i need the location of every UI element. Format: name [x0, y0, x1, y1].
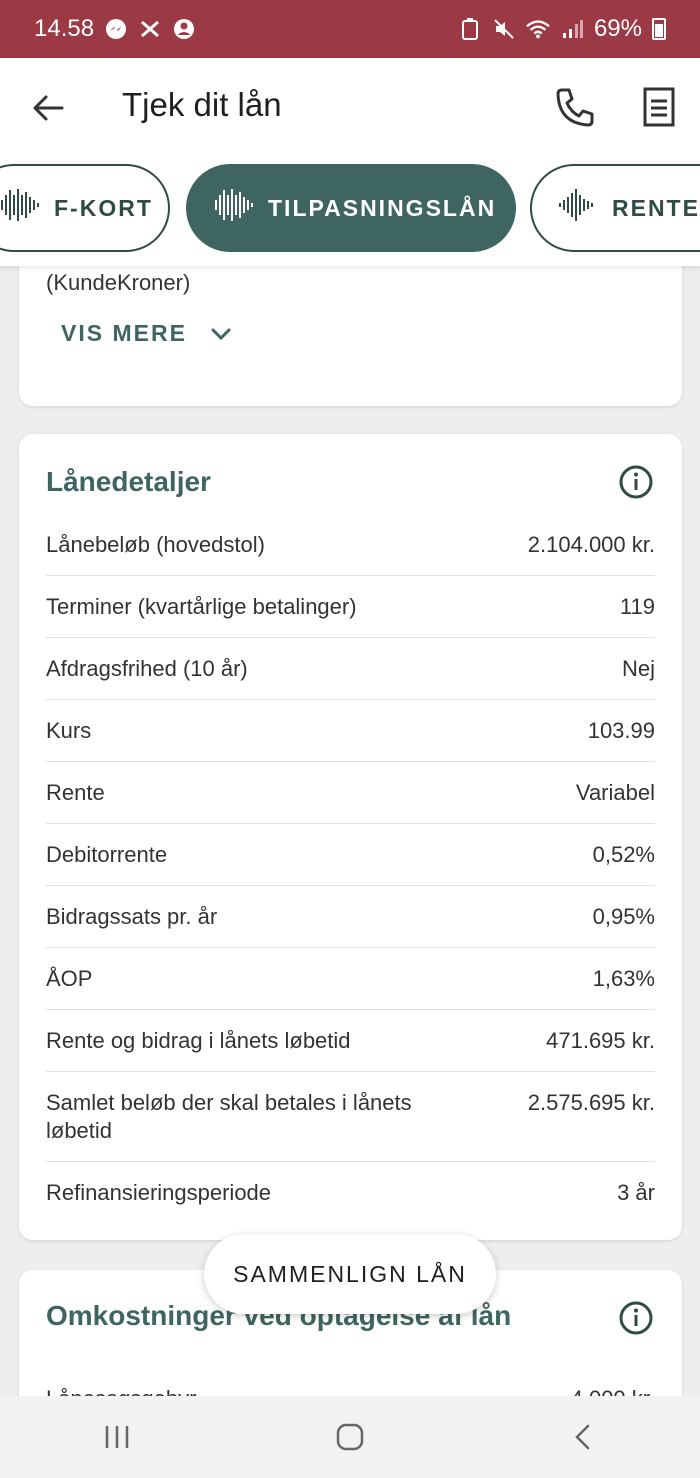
tab-label: TILPASNINGSLÅN	[268, 194, 497, 221]
arrow-left-icon	[33, 95, 64, 121]
costs-list: Lånesagsgebyr 4.000 kr.	[46, 1368, 655, 1396]
wifi-icon	[526, 17, 550, 41]
detail-label: Bidragssats pr. år	[46, 904, 218, 929]
home-icon	[336, 1423, 364, 1451]
app-bar: Tjek dit lån	[0, 58, 700, 154]
detail-row: Afdragsfrihed (10 år) Nej	[46, 638, 655, 700]
cost-row: Lånesagsgebyr 4.000 kr.	[46, 1368, 655, 1396]
detail-value: 2.104.000 kr.	[527, 532, 655, 557]
waveform-icon	[214, 185, 254, 231]
detail-value: Variabel	[575, 780, 655, 805]
page-title: Tjek dit lån	[122, 86, 282, 123]
detail-label: Rente	[46, 780, 105, 805]
summary-text: (KundeKroner)	[46, 270, 191, 295]
detail-row: Lånebeløb (hovedstol) 2.104.000 kr.	[46, 514, 655, 576]
chevron-left-icon	[575, 1424, 590, 1450]
detail-value: Nej	[621, 656, 655, 681]
system-nav-bar	[0, 1396, 700, 1478]
detail-label: Refinansieringsperiode	[46, 1180, 272, 1205]
detail-row: Rente Variabel	[46, 762, 655, 824]
detail-label: Debitorrente	[46, 842, 168, 867]
tab-tilpasningslaan[interactable]: TILPASNINGSLÅN	[186, 164, 516, 252]
detail-label: Terminer (kvartårlige betalinger)	[46, 594, 357, 619]
loan-details-list: Lånebeløb (hovedstol) 2.104.000 kr. Termi…	[46, 514, 655, 1223]
detail-value: 103.99	[587, 718, 655, 743]
detail-label: ÅOP	[46, 966, 93, 991]
missed-call-icon	[138, 17, 162, 41]
loan-details-title: Lånedetaljer	[46, 466, 211, 497]
back-button[interactable]	[28, 88, 68, 128]
status-time: 14.58	[34, 15, 95, 42]
detail-row: Bidragssats pr. år 0,95%	[46, 886, 655, 948]
home-button[interactable]	[320, 1407, 380, 1467]
vis-mere-button[interactable]: VIS MERE	[61, 314, 233, 353]
detail-row: Refinansieringsperiode 3 år	[46, 1162, 655, 1223]
waveform-icon	[558, 185, 598, 231]
recent-apps-button[interactable]	[87, 1407, 147, 1467]
detail-row: Debitorrente 0,52%	[46, 824, 655, 886]
detail-row: Samlet beløb der skal betales i lånets l…	[46, 1072, 655, 1162]
document-icon	[643, 87, 675, 127]
detail-row: ÅOP 1,63%	[46, 948, 655, 1010]
tab-renten[interactable]: RENTEN	[530, 164, 700, 252]
document-button[interactable]	[638, 84, 680, 130]
call-button[interactable]	[552, 84, 598, 130]
detail-value: 1,63%	[592, 966, 655, 991]
battery-percent: 69%	[593, 15, 642, 42]
tab-label: RENTEN	[612, 194, 700, 221]
signal-icon	[560, 17, 584, 41]
messenger-icon	[104, 17, 128, 41]
detail-label: Rente og bidrag i lånets løbetid	[46, 1028, 351, 1053]
loan-type-tabs: F-KORT TILPASNINGSLÅN RENTEN	[0, 154, 700, 266]
detail-label: Lånebeløb (hovedstol)	[46, 532, 265, 557]
detail-value: 2.575.695 kr.	[527, 1090, 655, 1115]
summary-card: (KundeKroner) VIS MERE	[19, 266, 682, 406]
detail-value: 119	[619, 594, 655, 619]
compare-loans-button[interactable]: SAMMENLIGN LÅN	[204, 1234, 496, 1314]
system-back-button[interactable]	[553, 1407, 613, 1467]
detail-value: 0,95%	[592, 904, 655, 929]
vis-mere-label: VIS MERE	[61, 320, 187, 346]
detail-value: 3 år	[617, 1180, 655, 1205]
status-left: 14.58	[34, 15, 196, 43]
phone-icon	[556, 88, 594, 127]
info-icon[interactable]	[618, 1300, 654, 1336]
detail-row: Kurs 103.99	[46, 700, 655, 762]
cost-label: Lånesagsgebyr	[46, 1385, 196, 1396]
chevron-down-icon	[211, 328, 231, 340]
detail-value: 471.695 kr.	[546, 1028, 655, 1053]
content-scroll[interactable]: (KundeKroner) VIS MERE Lånedetaljer Låne…	[0, 266, 700, 1396]
mute-icon	[492, 17, 516, 41]
detail-label: Samlet beløb der skal betales i lånets l…	[46, 1090, 412, 1143]
detail-row: Terminer (kvartårlige betalinger) 119	[46, 576, 655, 638]
detail-row: Rente og bidrag i lånets løbetid 471.695 …	[46, 1010, 655, 1072]
waveform-icon	[0, 185, 40, 231]
status-bar: 14.58 69%	[0, 0, 700, 58]
cost-value: 4.000 kr.	[571, 1385, 655, 1396]
tab-label: F-KORT	[54, 194, 153, 221]
loan-details-card: Lånedetaljer Lånebeløb (hovedstol) 2.104.…	[19, 434, 682, 1240]
battery-saver-icon	[458, 17, 482, 41]
account-icon	[172, 17, 196, 41]
recent-apps-icon	[105, 1426, 128, 1448]
detail-value: 0,52%	[592, 842, 655, 867]
detail-label: Afdragsfrihed (10 år)	[46, 656, 248, 681]
status-right: 69%	[458, 15, 666, 43]
battery-icon	[652, 18, 666, 40]
detail-label: Kurs	[46, 718, 92, 743]
info-icon[interactable]	[618, 464, 654, 500]
tab-f-kort[interactable]: F-KORT	[0, 164, 170, 252]
